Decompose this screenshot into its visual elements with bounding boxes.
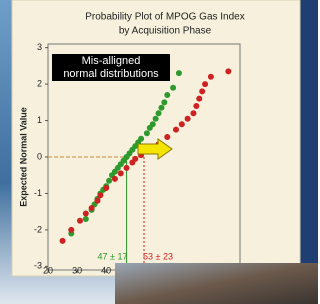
data-point <box>103 185 109 191</box>
data-point <box>77 218 83 224</box>
x-tick-label: 30 <box>72 265 82 275</box>
y-tick-label: -1 <box>34 188 42 198</box>
chart-panel <box>12 0 300 276</box>
data-point <box>68 227 74 233</box>
data-point <box>106 178 112 184</box>
data-point <box>225 68 231 74</box>
data-point <box>164 134 170 140</box>
data-point <box>153 116 159 122</box>
marker-label: 53 ± 23 <box>143 251 173 261</box>
y-tick-label: 1 <box>37 115 42 125</box>
y-tick-label: -2 <box>34 224 42 234</box>
y-tick-label: 2 <box>37 78 42 88</box>
data-point <box>132 156 138 162</box>
data-point <box>158 105 164 111</box>
data-point <box>83 211 89 217</box>
data-point <box>179 121 185 127</box>
annotation: normal distributions <box>63 68 159 80</box>
data-point <box>118 170 124 176</box>
data-point <box>94 198 100 204</box>
data-point <box>89 205 95 211</box>
data-point <box>193 103 199 109</box>
y-tick-label: 3 <box>37 42 42 52</box>
page: {"chart_data": { "type": "scatter", "tit… <box>0 0 318 304</box>
data-point <box>97 192 103 198</box>
data-point <box>164 92 170 98</box>
marker-label: 47 ± 17 <box>98 251 128 261</box>
x-tick-label: 40 <box>101 265 111 275</box>
data-point <box>208 74 214 80</box>
data-point <box>173 127 179 133</box>
y-tick-label: -3 <box>34 261 42 271</box>
data-point <box>60 238 66 244</box>
data-point <box>83 216 89 222</box>
y-axis-label: Expected Normal Value <box>18 107 28 207</box>
data-point <box>190 110 196 116</box>
chart: Probability Plot of MPOG Gas Index by Ac… <box>0 0 318 304</box>
data-point <box>202 81 208 87</box>
data-point <box>150 121 156 127</box>
x-tick-label: 20 <box>43 265 53 275</box>
data-point <box>144 130 150 136</box>
data-point <box>199 88 205 94</box>
data-point <box>138 136 144 142</box>
y-tick-label: 0 <box>37 151 42 161</box>
chart-subtitle: by Acquisition Phase <box>119 26 212 37</box>
data-point <box>156 110 162 116</box>
data-point <box>185 116 191 122</box>
data-point <box>176 70 182 76</box>
annotation: Mis-alligned <box>82 55 141 67</box>
data-point <box>196 96 202 102</box>
data-point <box>161 99 167 105</box>
data-point <box>170 85 176 91</box>
data-point <box>124 165 130 171</box>
chart-title: Probability Plot of MPOG Gas Index <box>85 12 245 23</box>
photo <box>115 263 318 304</box>
data-point <box>112 176 118 182</box>
